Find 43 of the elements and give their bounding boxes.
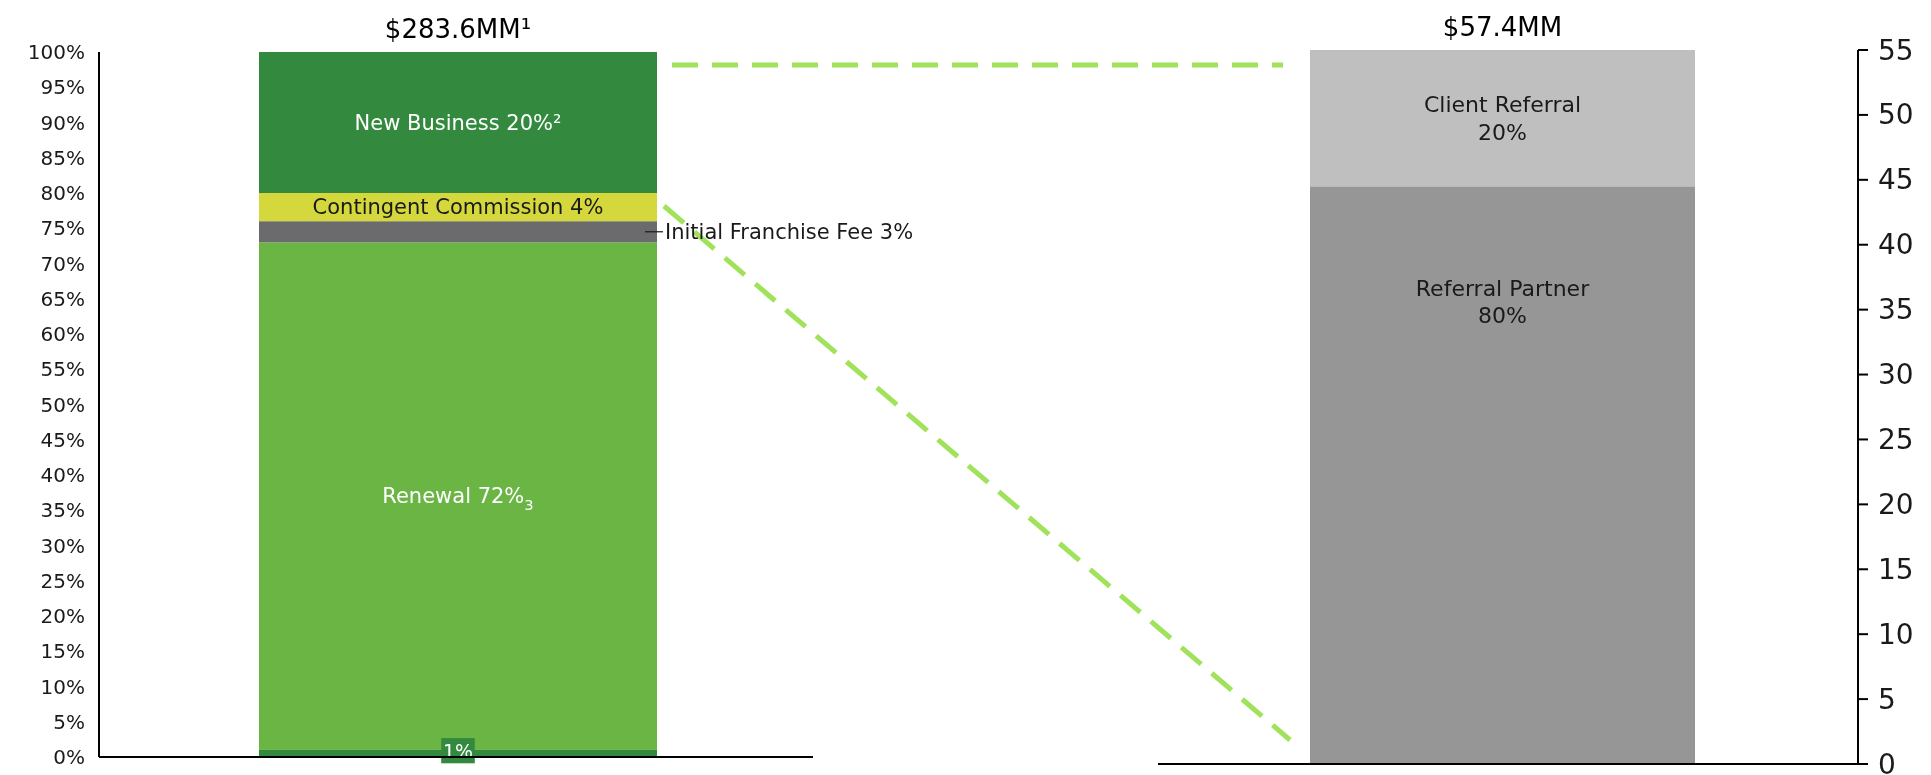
y-tick-label: 100% <box>27 40 85 64</box>
y-tick-label: 95% <box>40 75 85 100</box>
y-tick-label: 75% <box>40 216 85 241</box>
y-tick-label: 40% <box>40 463 85 487</box>
y-tick-label: 35 <box>1878 293 1914 327</box>
y-tick-label: 15% <box>40 639 85 664</box>
y-tick-label: 55% <box>40 357 85 382</box>
y-tick-label: 15 <box>1878 552 1914 586</box>
y-tick-label: 40 <box>1878 228 1914 262</box>
series-label: Referral Partner 80% <box>1415 275 1591 328</box>
y-tick-label: 65% <box>40 286 85 311</box>
y-tick-label: 45% <box>40 427 85 452</box>
y-tick-label: 0 <box>1878 747 1896 775</box>
y-tick-label: 35% <box>40 498 85 523</box>
chart-title: $283.6MM¹ <box>384 14 532 44</box>
series-label: Client Referral 20% <box>1423 91 1582 145</box>
y-tick-label: 80% <box>40 181 85 205</box>
series-label: Renewal 72%$_{3}$ <box>382 484 534 514</box>
bar <box>259 221 657 243</box>
y-tick-label: 30 <box>1878 358 1914 392</box>
bar <box>259 52 657 193</box>
series-label: New Business 20%² <box>354 110 562 135</box>
y-tick-label: 85% <box>40 145 85 170</box>
y-tick-label: 0% <box>53 745 85 769</box>
y-tick-label: 45 <box>1878 163 1914 197</box>
y-tick-label: 10 <box>1878 617 1914 651</box>
series-label: Initial Franchise Fee 3% <box>665 219 914 244</box>
chart-title: $57.4MM <box>1442 12 1563 42</box>
y-tick-label: 70% <box>40 251 85 276</box>
y-tick-label: 20% <box>40 604 85 628</box>
y-tick-label: 30% <box>40 533 85 558</box>
y-tick-label: 50 <box>1878 98 1914 132</box>
y-tick-label: 50% <box>40 392 85 417</box>
y-tick-label: 25% <box>40 568 85 593</box>
y-tick-label: 60% <box>40 322 85 346</box>
y-tick-label: 5% <box>53 709 85 734</box>
series-label: Contingent Commission 4% <box>312 195 604 220</box>
y-tick-label: 25 <box>1878 422 1914 456</box>
y-tick-label: 5 <box>1878 682 1896 716</box>
y-tick-label: 20 <box>1878 487 1914 521</box>
y-tick-label: 90% <box>40 110 85 135</box>
y-tick-label: 55 <box>1878 33 1914 67</box>
y-tick-label: 10% <box>40 674 85 699</box>
